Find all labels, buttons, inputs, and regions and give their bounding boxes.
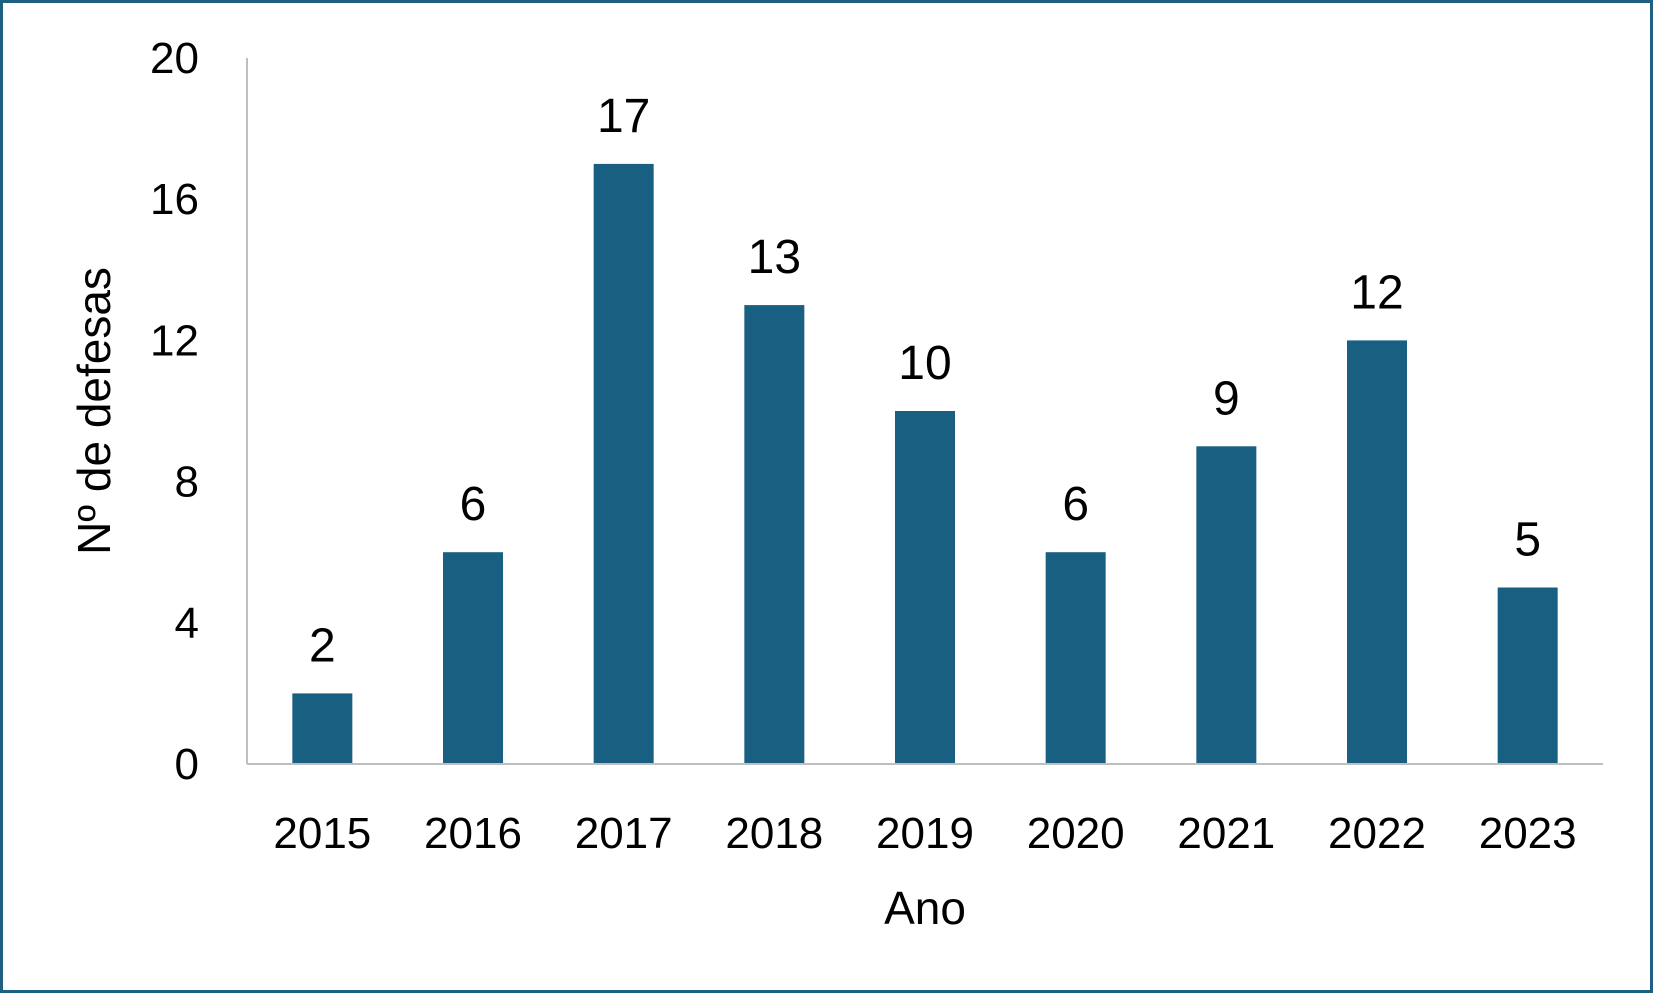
bar-2022 (1347, 340, 1407, 764)
x-tick-2022: 2022 (1328, 809, 1426, 858)
bar-2020 (1045, 552, 1106, 764)
y-tick-12: 12 (150, 316, 199, 365)
data-labels-group: 2 6 17 13 10 6 9 12 5 (309, 90, 1541, 673)
x-tick-2023: 2023 (1479, 809, 1577, 858)
data-label-2015: 2 (309, 619, 336, 672)
x-tick-2015: 2015 (273, 809, 371, 858)
x-tick-2017: 2017 (575, 809, 673, 858)
y-tick-4: 4 (175, 599, 199, 648)
y-axis-title: Nº de defesas (68, 267, 120, 555)
x-tick-2016: 2016 (424, 809, 522, 858)
data-label-2017: 17 (597, 90, 650, 143)
bar-2021 (1196, 446, 1257, 764)
data-label-2020: 6 (1062, 478, 1089, 531)
bar-chart: 2 6 17 13 10 6 9 12 5 0 4 8 12 16 20 2015 2016 2017 2018… (68, 34, 1603, 934)
bars-group (292, 163, 1558, 764)
x-tick-labels: 2015 2016 2017 2018 2019 2020 2021 2022 2023 (273, 809, 1576, 858)
data-label-2022: 12 (1350, 266, 1403, 319)
data-label-2019: 10 (898, 337, 951, 390)
x-tick-2021: 2021 (1177, 809, 1275, 858)
x-tick-2019: 2019 (876, 809, 974, 858)
y-tick-labels: 0 4 8 12 16 20 (150, 34, 199, 789)
bar-2023 (1497, 587, 1558, 764)
x-tick-2018: 2018 (725, 809, 823, 858)
y-tick-0: 0 (175, 740, 199, 789)
data-label-2023: 5 (1514, 514, 1541, 567)
y-tick-20: 20 (150, 34, 199, 83)
data-label-2021: 9 (1213, 372, 1240, 425)
bar-2015 (292, 693, 353, 764)
bar-2016 (443, 552, 503, 764)
data-label-2018: 13 (748, 231, 801, 284)
x-tick-2020: 2020 (1027, 809, 1125, 858)
bar-2018 (744, 305, 805, 764)
bar-2017 (593, 163, 654, 764)
data-label-2016: 6 (460, 478, 487, 531)
y-tick-8: 8 (175, 458, 199, 507)
y-tick-16: 16 (150, 175, 199, 224)
bar-2019 (895, 411, 955, 764)
x-axis-title: Ano (884, 882, 966, 934)
